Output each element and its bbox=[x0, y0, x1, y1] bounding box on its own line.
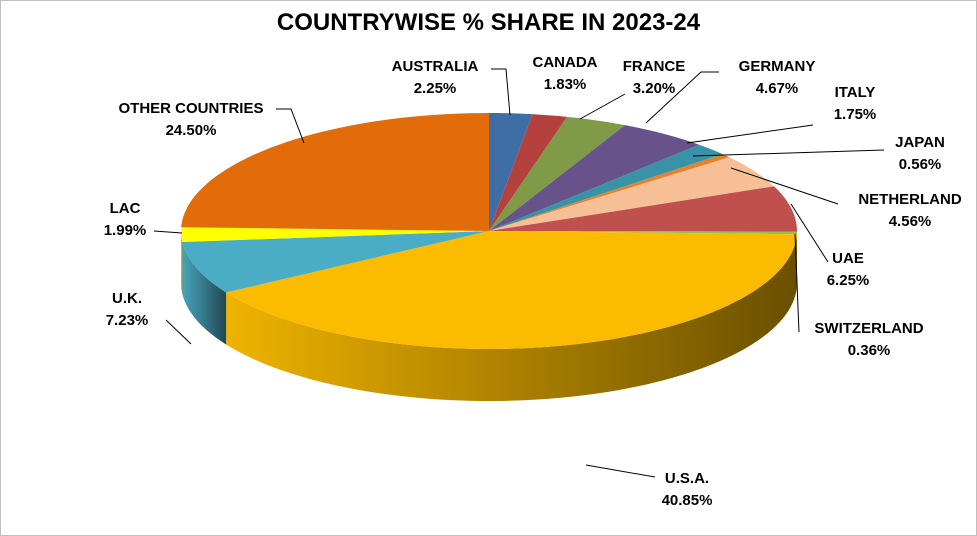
leader-line-u-s-a bbox=[585, 464, 656, 478]
slice-australia bbox=[489, 113, 533, 231]
slice-value-switzerland: 0.36% bbox=[848, 342, 891, 359]
slice-label-canada: CANADA bbox=[533, 54, 598, 71]
slice-label-uae: UAE bbox=[832, 250, 864, 267]
leader-line-france bbox=[579, 93, 626, 120]
chart-title: COUNTRYWISE % SHARE IN 2023-24 bbox=[276, 9, 701, 36]
slice-label-netherland: NETHERLAND bbox=[858, 191, 961, 208]
slice-netherland bbox=[489, 157, 775, 231]
slice-label-u-k: U.K. bbox=[112, 290, 142, 307]
leader-line-uae bbox=[790, 203, 829, 263]
leader-line-u-k bbox=[165, 319, 192, 345]
side-u-k-shade bbox=[182, 242, 227, 345]
leader-line-switzerland bbox=[794, 233, 800, 333]
slice-label-u-s-a: U.S.A. bbox=[665, 470, 709, 487]
slice-label-italy: ITALY bbox=[835, 84, 876, 101]
leader-line-other-countries bbox=[276, 108, 305, 144]
slice-japan bbox=[489, 154, 730, 231]
slice-value-canada: 1.83% bbox=[544, 76, 587, 93]
slice-value-u-s-a: 40.85% bbox=[662, 492, 713, 509]
slice-value-u-k: 7.23% bbox=[106, 312, 149, 329]
slice-value-france: 3.20% bbox=[633, 80, 676, 97]
slice-value-italy: 1.75% bbox=[834, 106, 877, 123]
slice-label-japan: JAPAN bbox=[895, 134, 945, 151]
leader-line-italy bbox=[686, 124, 814, 144]
slice-switzerland bbox=[489, 231, 797, 235]
slice-label-australia: AUSTRALIA bbox=[392, 58, 479, 75]
leader-line-germany bbox=[645, 71, 719, 124]
slice-u-k bbox=[182, 231, 489, 293]
leader-line-lac bbox=[153, 230, 183, 234]
slice-label-germany: GERMANY bbox=[739, 58, 816, 75]
leader-line-netherland bbox=[730, 167, 839, 205]
side-u-s-a-shade bbox=[226, 234, 797, 401]
leader-line-japan bbox=[692, 149, 885, 157]
side-lac-shade bbox=[181, 231, 183, 295]
slice-italy bbox=[489, 144, 723, 231]
slice-uae bbox=[489, 186, 797, 232]
slice-value-netherland: 4.56% bbox=[889, 213, 932, 230]
slice-u-s-a bbox=[226, 231, 797, 349]
slice-label-switzerland: SWITZERLAND bbox=[814, 320, 923, 337]
slice-value-lac: 1.99% bbox=[104, 222, 147, 239]
slice-lac bbox=[181, 227, 489, 243]
slice-value-australia: 2.25% bbox=[414, 80, 457, 97]
leader-line-australia bbox=[491, 68, 511, 116]
slice-germany bbox=[489, 125, 700, 231]
slice-value-germany: 4.67% bbox=[756, 80, 799, 97]
slice-label-lac: LAC bbox=[110, 200, 141, 217]
slice-canada bbox=[489, 114, 568, 231]
slice-value-uae: 6.25% bbox=[827, 272, 870, 289]
slice-other-countries bbox=[181, 113, 489, 231]
slice-value-other-countries: 24.50% bbox=[166, 122, 217, 139]
slice-value-japan: 0.56% bbox=[899, 156, 942, 173]
slice-label-france: FRANCE bbox=[623, 58, 686, 75]
slice-france bbox=[489, 116, 626, 231]
slice-label-other-countries: OTHER COUNTRIES bbox=[118, 100, 263, 117]
